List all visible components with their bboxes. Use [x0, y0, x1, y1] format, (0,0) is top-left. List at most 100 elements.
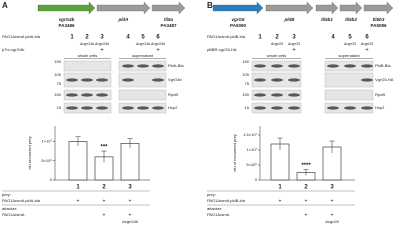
protein-label: Hcp2 — [375, 105, 385, 110]
band — [327, 64, 339, 68]
prey-strain: PAO1ΔrsmA pldB-bla — [207, 198, 246, 203]
protein-label: Hcp2 — [168, 105, 178, 110]
mw-marker: 100 — [54, 72, 61, 77]
fraction-label: whole cells — [267, 53, 287, 58]
plasmid-mark: + — [292, 48, 296, 54]
blot — [324, 89, 374, 101]
category-label: 2 — [304, 185, 308, 191]
bar — [68, 141, 88, 181]
mw-marker: 150 — [54, 59, 61, 64]
lane-number: 4 — [126, 35, 130, 41]
gene-arrow — [315, 1, 339, 15]
y-tick-label: 1.5×10⁷ — [243, 132, 257, 137]
strain-label: PAO1ΔrsmA pldB-bla — [207, 34, 246, 39]
y-axis-label: cfu recovered prey — [27, 136, 32, 169]
panel-letter: A — [2, 1, 8, 10]
genotype: ΔvgrG4b — [94, 42, 109, 46]
prey-mark: + — [279, 198, 282, 204]
lane-number: 4 — [331, 35, 335, 41]
band — [122, 106, 134, 110]
gene-name: tli5b3 — [373, 17, 385, 22]
lane-number: 6 — [156, 35, 160, 41]
attacker-mark: + — [129, 212, 132, 218]
bar — [120, 143, 140, 181]
band — [254, 106, 266, 110]
gene-arrow — [96, 1, 151, 15]
band — [96, 106, 108, 110]
band — [254, 78, 266, 82]
genotype: ΔvgrG5 — [360, 42, 373, 46]
band — [271, 78, 283, 82]
mw-marker: 15 — [57, 105, 62, 110]
gene-arrow — [265, 1, 314, 15]
gene-locus: PA5090 — [230, 23, 246, 28]
band — [327, 106, 339, 110]
genotype: ΔvgrG4b — [135, 42, 150, 46]
band — [81, 106, 93, 110]
band — [288, 64, 300, 68]
band — [152, 64, 164, 68]
band — [254, 64, 266, 68]
fraction-label: supernatant — [132, 53, 154, 58]
band — [96, 93, 108, 97]
prey-label: prey: — [2, 192, 11, 197]
band — [271, 64, 283, 68]
gene-locus: PA3487 — [161, 23, 177, 28]
genotype: ΔvgrG4b — [79, 42, 94, 46]
attacker-mark: + — [305, 212, 308, 218]
band — [254, 93, 266, 97]
protein-label: RpoB — [168, 92, 178, 97]
plasmid-label: pTrc-vgrG4b — [2, 47, 25, 52]
band — [361, 64, 373, 68]
genotype: ΔvgrG4b — [150, 42, 165, 46]
y-tick-label: 5×10⁶ — [41, 158, 52, 163]
gene-locus: PA3486 — [59, 23, 75, 28]
prey-mark: + — [77, 198, 80, 204]
band — [288, 106, 300, 110]
lane-number: 6 — [365, 35, 369, 41]
gene-arrow — [363, 1, 394, 15]
lane-number: 1 — [258, 35, 262, 41]
attacker-mark: + — [103, 212, 106, 218]
band — [288, 78, 300, 82]
prey-mark: + — [129, 198, 132, 204]
attacker-strain: PAO1ΔrsmA — [207, 212, 230, 217]
band — [122, 64, 134, 68]
fraction-label: whole cells — [78, 53, 98, 58]
band — [66, 78, 78, 82]
band — [122, 78, 134, 82]
protein-label: PldB-Bla — [375, 63, 391, 68]
prey-mark: + — [305, 198, 308, 204]
band — [344, 106, 356, 110]
mw-marker: 150 — [242, 92, 249, 97]
blot — [118, 72, 167, 88]
y-axis-label: cfu of recovered prey — [232, 134, 237, 172]
attacker-strain: PAO1ΔrsmA — [2, 212, 25, 217]
genotype: ΔvgrG5 — [270, 42, 283, 46]
blot — [118, 89, 167, 101]
lane-number: 3 — [292, 35, 296, 41]
gene-arrow — [212, 1, 264, 15]
panel-letter: B — [207, 1, 213, 10]
mw-marker: 15 — [245, 105, 250, 110]
prey-label: prey: — [207, 192, 216, 197]
category-label: 1 — [76, 185, 80, 191]
attacker-deletion: ΔvgrG4b — [121, 219, 139, 224]
lane-number: 2 — [85, 35, 89, 41]
gene-arrow — [37, 1, 96, 15]
protein-label: PldA-Bla — [168, 63, 184, 68]
strain-label: PAO1ΔrsmA pldA-bla — [2, 34, 41, 39]
gene-name: tli5b2 — [345, 17, 357, 22]
gene-name: pldA — [118, 17, 129, 22]
fraction-label: supernatant — [338, 53, 360, 58]
mw-marker: 150 — [54, 92, 61, 97]
prey-mark: + — [103, 198, 106, 204]
gene-name: tli5b1 — [321, 17, 333, 22]
lane-number: 2 — [275, 35, 279, 41]
category-label: 2 — [102, 185, 106, 191]
significance: **** — [301, 163, 311, 169]
lane-number: 1 — [70, 35, 74, 41]
band — [137, 64, 149, 68]
category-label: 3 — [128, 185, 132, 191]
